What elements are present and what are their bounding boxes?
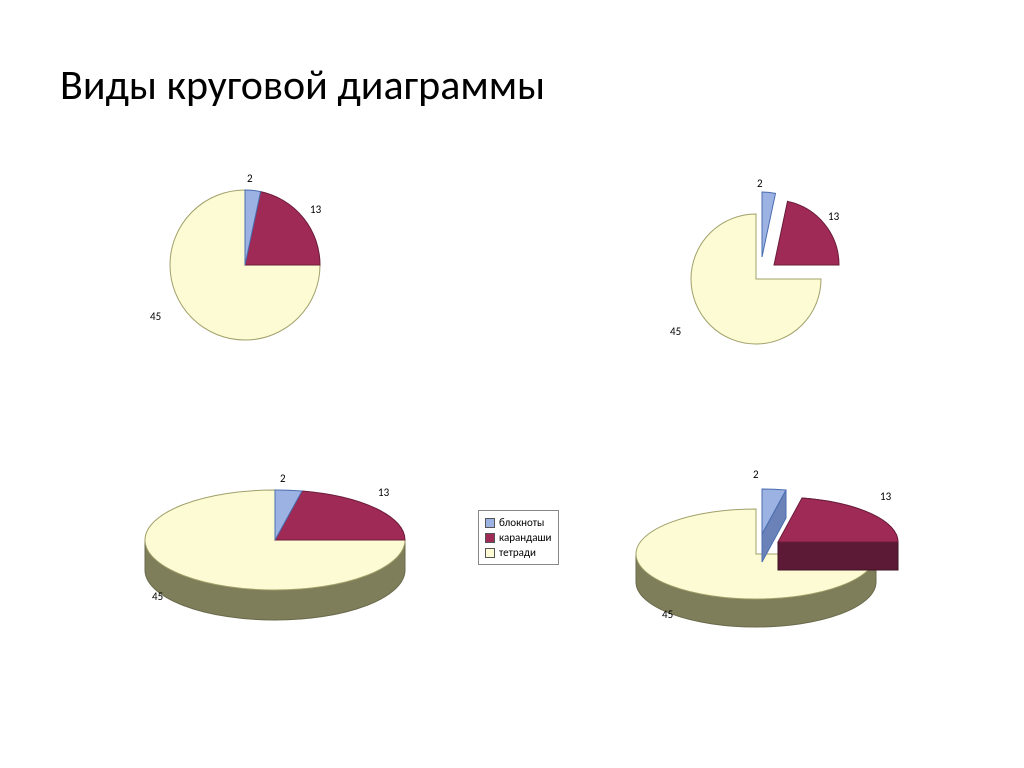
legend: блокноты карандаши тетради [478,510,559,565]
pie-chart-3d-exploded: 2 13 45 [620,460,940,650]
pie-chart-2d-exploded: 2 13 45 [660,175,900,375]
legend-item-karandashi: карандаши [485,530,552,545]
value-label-45: 45 [152,590,163,603]
value-label-2: 2 [753,468,759,481]
legend-swatch-icon [485,518,495,528]
value-label-2: 2 [757,177,763,190]
legend-item-bloknoty: блокноты [485,515,552,530]
legend-label: тетради [499,545,536,560]
legend-item-tetradi: тетради [485,545,552,560]
value-label-2: 2 [280,472,286,485]
value-label-2: 2 [247,172,253,185]
legend-swatch-icon [485,548,495,558]
legend-label: блокноты [499,515,544,530]
value-label-13: 13 [310,203,321,216]
value-label-45: 45 [150,310,161,323]
legend-swatch-icon [485,533,495,543]
legend-label: карандаши [499,530,552,545]
value-label-13: 13 [828,210,839,223]
pie-slice-bloknoty [762,192,776,257]
value-label-13: 13 [880,490,891,503]
slide-title: Виды круговой диаграммы [60,60,545,111]
value-label-13: 13 [378,486,389,499]
pie-chart-3d: 2 13 45 [120,460,460,640]
pie-chart-2d: 2 13 45 [140,170,400,370]
value-label-45: 45 [670,325,681,338]
value-label-45: 45 [662,608,673,621]
